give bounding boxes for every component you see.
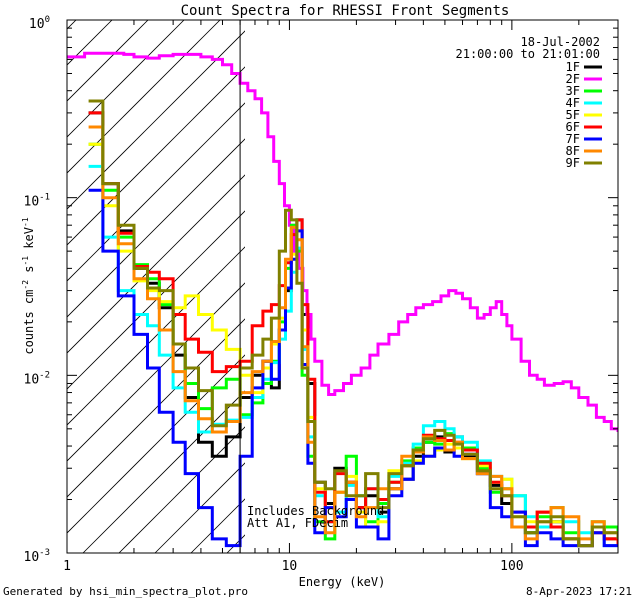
hatch-line — [67, 20, 77, 30]
hatch-line — [67, 282, 245, 462]
legend-label-5F: 5F — [566, 108, 580, 122]
legend-label-6F: 6F — [566, 120, 580, 134]
y-tick-label: 10-2 — [24, 370, 51, 387]
plot-frame — [66, 19, 619, 554]
legend-label-4F: 4F — [566, 96, 580, 110]
date-label: 18-Jul-2002 — [521, 35, 600, 49]
series-line-8F — [88, 125, 618, 541]
hatch-line — [67, 20, 149, 102]
hatch-line — [263, 0, 640, 553]
hatch-line — [67, 354, 245, 534]
hatch-line — [67, 174, 245, 354]
hatch-line — [299, 0, 640, 553]
hatch-line — [67, 30, 245, 210]
legend-label-8F: 8F — [566, 144, 580, 158]
y-tick-label: 100 — [29, 15, 50, 32]
series-line-4F — [88, 164, 618, 548]
legend-label-1F: 1F — [566, 60, 580, 74]
hatched-region — [67, 0, 640, 553]
x-axis-label: Energy (keV) — [299, 575, 386, 589]
x-tick-label: 1 — [63, 559, 71, 574]
hatch-line — [67, 20, 221, 174]
series-line-7F — [88, 188, 618, 548]
legend-label-3F: 3F — [566, 84, 580, 98]
chart-title: Count Spectra for RHESSI Front Segments — [181, 3, 510, 19]
hatch-line — [67, 20, 185, 138]
series-line-2F — [67, 51, 618, 432]
legend-label-7F: 7F — [566, 132, 580, 146]
x-tick-label: 10 — [282, 559, 298, 574]
axis-ticks — [66, 19, 619, 554]
annotation-background: Includes Background — [247, 504, 384, 518]
x-tick-label: 100 — [500, 559, 523, 574]
annotation-attenuator: Att A1, FDecim — [247, 516, 348, 530]
y-axis-label: counts cm-2 s-1 keV-1 — [21, 217, 36, 354]
timestamp-label: 8-Apr-2023 17:21 — [526, 585, 632, 598]
hatch-line — [67, 102, 245, 282]
hatch-line — [118, 426, 245, 553]
hatch-line — [82, 390, 245, 553]
y-tick-label: 10-3 — [24, 548, 51, 565]
series-layer — [67, 51, 618, 548]
hatch-line — [67, 246, 245, 426]
legend-label-9F: 9F — [566, 156, 580, 170]
hatch-line — [67, 138, 245, 318]
series-line-9F — [88, 99, 618, 548]
hatch-line — [67, 210, 245, 390]
time-range-label: 21:00:00 to 21:01:00 — [456, 47, 601, 61]
y-tick-label: 10-1 — [24, 193, 51, 210]
generated-by-label: Generated by hsi_min_spectra_plot.pro — [3, 585, 248, 598]
hatch-line — [67, 66, 245, 246]
legend-label-2F: 2F — [566, 72, 580, 86]
hatch-line — [67, 318, 245, 498]
